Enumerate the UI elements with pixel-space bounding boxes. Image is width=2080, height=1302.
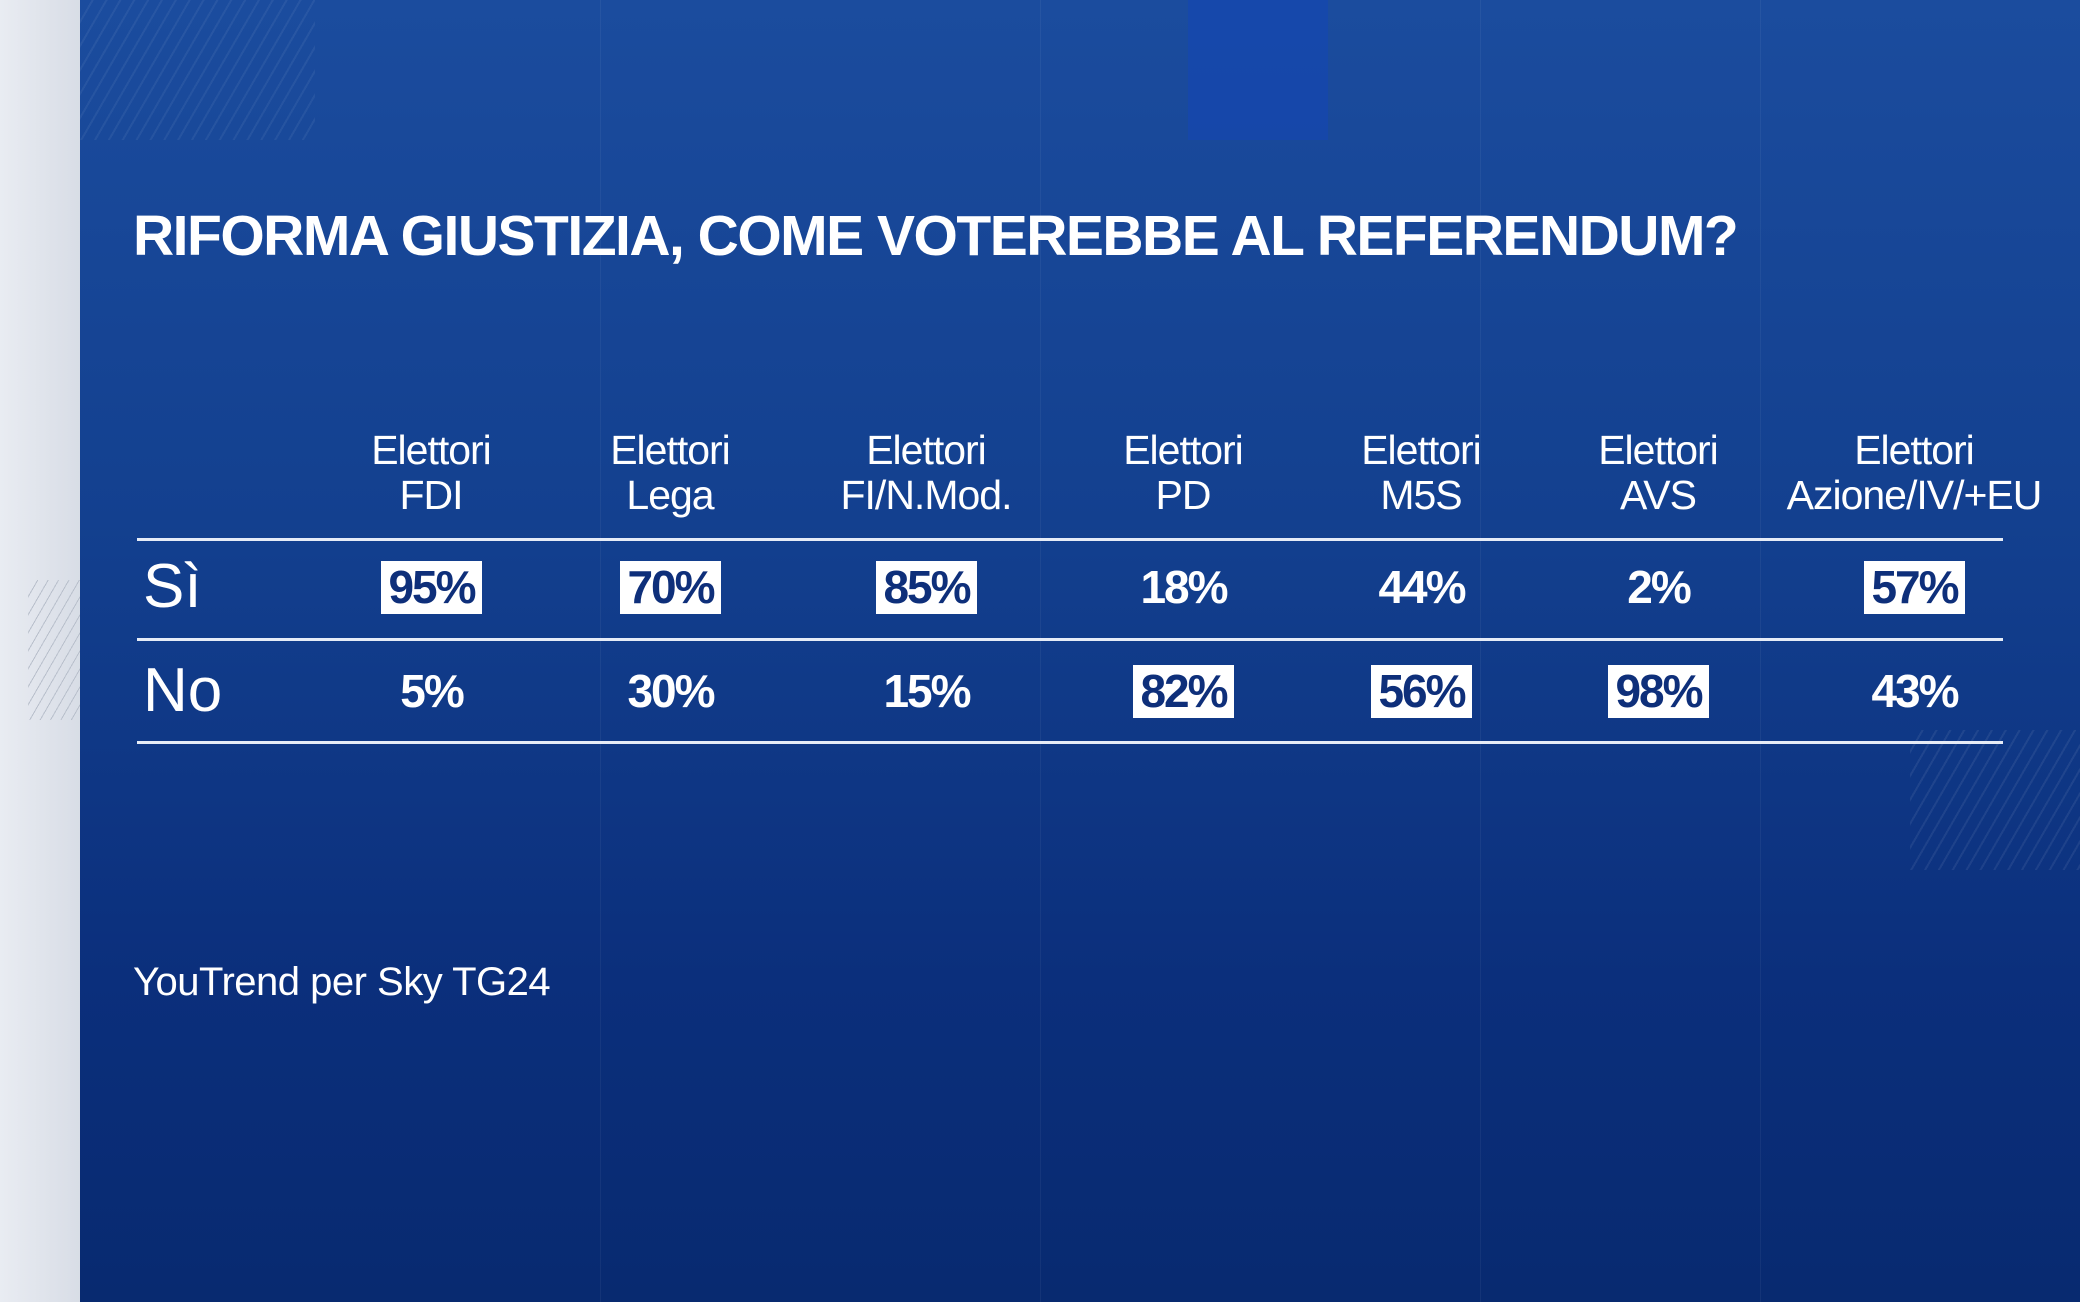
column-header-line2: AVS <box>1620 472 1697 518</box>
table-cell: 18% <box>1133 561 1234 614</box>
decorative-line <box>1040 0 1041 1302</box>
cell-value: 18% <box>1140 561 1228 613</box>
column-header-line2: M5S <box>1380 472 1462 518</box>
table-rule <box>137 638 2003 641</box>
background <box>80 0 2080 1302</box>
cell-value: 5% <box>400 665 465 717</box>
table-cell: 95% <box>381 561 482 614</box>
column-header: Elettori Azione/IV/+EU <box>1784 428 2044 518</box>
column-header-line2: Azione/IV/+EU <box>1786 472 2043 518</box>
decorative-line <box>1480 0 1481 1302</box>
cell-value: 43% <box>1871 665 1959 717</box>
column-header-line1: Elettori <box>1361 427 1482 473</box>
column-header: Elettori M5S <box>1291 428 1551 518</box>
column-header-line2: Lega <box>626 472 714 518</box>
cell-value: 15% <box>883 665 971 717</box>
decorative-hatch <box>1910 730 2080 870</box>
table-cell: 43% <box>1864 665 1965 718</box>
table-cell: 30% <box>620 665 721 718</box>
table-cell: 57% <box>1864 561 1965 614</box>
cell-value: 57% <box>1871 561 1959 613</box>
source-credit: YouTrend per Sky TG24 <box>133 960 551 1004</box>
table-cell: 15% <box>876 665 977 718</box>
table-cell: 82% <box>1133 665 1234 718</box>
column-header: Elettori FI/N.Mod. <box>796 428 1056 518</box>
column-header-line1: Elettori <box>866 427 987 473</box>
column-header-line2: FDI <box>399 472 463 518</box>
column-header-line1: Elettori <box>1123 427 1244 473</box>
table-cell: 56% <box>1371 665 1472 718</box>
decorative-hatch <box>28 580 80 720</box>
column-header: Elettori PD <box>1053 428 1313 518</box>
decorative-block <box>1188 0 1328 140</box>
cell-value: 56% <box>1378 665 1466 717</box>
table-cell: 2% <box>1608 561 1709 614</box>
table-cell: 85% <box>876 561 977 614</box>
cell-value: 98% <box>1615 665 1703 717</box>
table-cell: 98% <box>1608 665 1709 718</box>
column-header-line1: Elettori <box>610 427 731 473</box>
cell-value: 85% <box>883 561 971 613</box>
cell-value: 30% <box>627 665 715 717</box>
left-edge-panel <box>0 0 80 1302</box>
column-header: Elettori FDI <box>301 428 561 518</box>
cell-value: 82% <box>1140 665 1228 717</box>
column-header-line1: Elettori <box>1598 427 1719 473</box>
cell-value: 2% <box>1627 561 1692 613</box>
column-header-line1: Elettori <box>1854 427 1975 473</box>
column-header: Elettori AVS <box>1528 428 1788 518</box>
table-cell: 5% <box>381 665 482 718</box>
cell-value: 44% <box>1378 561 1466 613</box>
column-header-line2: FI/N.Mod. <box>840 472 1013 518</box>
decorative-line <box>600 0 601 1302</box>
decorative-hatch <box>80 0 315 140</box>
decorative-line <box>1760 0 1761 1302</box>
table-rule <box>137 741 2003 744</box>
column-header-line2: PD <box>1155 472 1212 518</box>
cell-value: 95% <box>388 561 476 613</box>
column-header-line1: Elettori <box>371 427 492 473</box>
table-cell: 70% <box>620 561 721 614</box>
cell-value: 70% <box>627 561 715 613</box>
column-header: Elettori Lega <box>540 428 800 518</box>
table-rule <box>137 538 2003 541</box>
table-cell: 44% <box>1371 561 1472 614</box>
row-label: Sì <box>143 552 202 621</box>
page-title: RIFORMA GIUSTIZIA, COME VOTEREBBE AL REF… <box>133 204 1739 268</box>
row-label: No <box>143 656 223 725</box>
